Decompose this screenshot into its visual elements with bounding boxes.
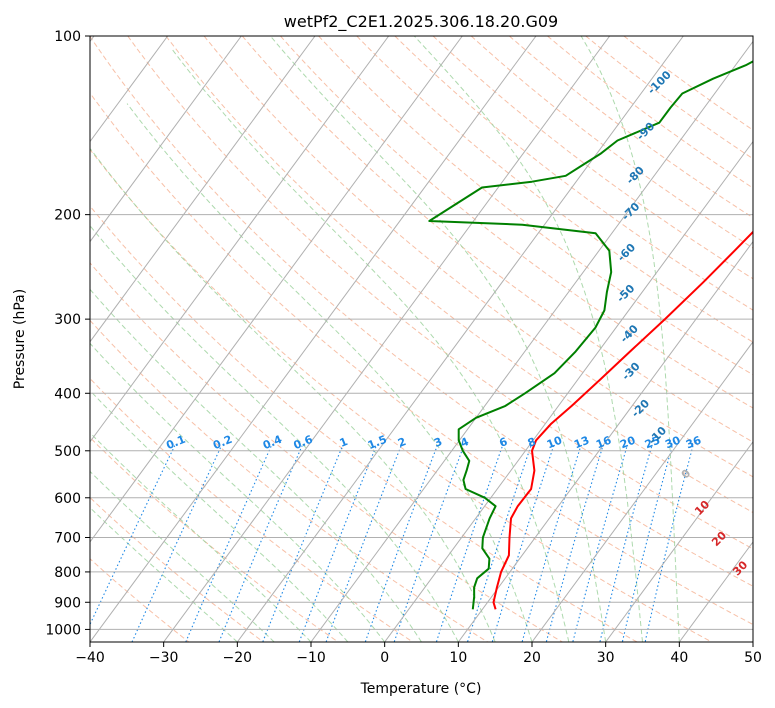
- y-tick-label: 400: [54, 386, 81, 402]
- mixing-ratio-line: [572, 445, 628, 642]
- dry-adiabat-line: [280, 36, 753, 409]
- mixing-ratio-line: [466, 445, 532, 642]
- mixing-ratio-label: 36: [684, 433, 703, 451]
- isotherm-line: [384, 140, 753, 642]
- isotherm-line: [457, 240, 753, 642]
- mixing-ratio-label: 20: [618, 433, 637, 451]
- x-tick-label: −30: [149, 650, 179, 666]
- moist-adiabat-line: [90, 506, 238, 642]
- mixing-ratio-line: [621, 445, 673, 642]
- dry-adiabat-line: [509, 36, 753, 219]
- mixing-ratio-label: 1: [338, 435, 350, 450]
- mixing-ratio-line: [218, 445, 303, 642]
- isotherm-line: [531, 340, 753, 642]
- dry-adiabat-line: [241, 36, 753, 443]
- data-series: [428, 60, 753, 610]
- mixing-ratio-label: 10: [545, 433, 564, 451]
- isotherm-line: [90, 36, 390, 443]
- isotherm-line: [90, 36, 537, 642]
- dry-adiabat-line: [318, 36, 753, 376]
- y-tick-label: 100: [54, 29, 81, 45]
- temperature-profile: [492, 230, 753, 610]
- mixing-ratio-line: [298, 445, 377, 642]
- moist-adiabat-line: [90, 288, 422, 642]
- moist-adiabat-line: [413, 36, 643, 642]
- pressure-gridlines: [90, 36, 753, 630]
- x-tick-label: −10: [296, 650, 326, 666]
- isotherm-line: [90, 36, 169, 143]
- x-axis-label: Temperature (°C): [360, 681, 482, 697]
- mixing-ratio-label: 8: [526, 435, 538, 450]
- isotherm-line: [310, 40, 753, 642]
- dry-adiabat-line: [356, 36, 753, 343]
- mixing-ratio-label: 2: [396, 435, 408, 450]
- x-tick-label: 0: [380, 650, 389, 666]
- dry-adiabat-line: [90, 205, 639, 642]
- x-tick-label: −20: [223, 650, 253, 666]
- y-tick-label: 600: [54, 491, 81, 507]
- dry-adiabat-line: [90, 148, 713, 642]
- moist-adiabat-line: [580, 36, 680, 642]
- dry-adiabat-line: [127, 36, 753, 550]
- dry-adiabat-line: [90, 36, 753, 587]
- mixing-ratio-line: [90, 445, 176, 626]
- moist-adiabat-line: [90, 224, 459, 642]
- y-tick-label: 800: [54, 565, 81, 581]
- isotherm-line: [90, 36, 463, 543]
- y-tick-label: 300: [54, 312, 81, 328]
- x-tick-label: −40: [75, 650, 105, 666]
- dry-adiabat-line: [90, 319, 489, 642]
- moist-adiabat-line: [126, 103, 533, 642]
- moist-adiabat-line: [270, 36, 607, 642]
- y-tick-label: 200: [54, 208, 81, 224]
- mixing-ratio-line: [644, 445, 694, 642]
- dry-adiabat-line: [585, 36, 753, 160]
- y-tick-label: 700: [54, 531, 81, 547]
- y-tick-label: 1000: [45, 622, 81, 638]
- dewpoint-profile: [428, 60, 753, 610]
- background-lines: [90, 36, 753, 642]
- isotherm-line: [90, 36, 242, 243]
- dry-adiabat-line: [90, 92, 753, 626]
- dry-adiabat-line: [432, 36, 753, 280]
- mixing-ratio-line: [599, 445, 653, 642]
- isotherm-line: [90, 36, 316, 343]
- x-tick-label: 10: [449, 650, 467, 666]
- isotherm-line: [236, 36, 684, 642]
- x-tick-label: 20: [523, 650, 541, 666]
- x-tick-label: 50: [744, 650, 762, 666]
- plot-frame: [89, 35, 754, 643]
- dry-adiabat-line: [203, 36, 753, 478]
- mixing-ratio-label: 16: [594, 433, 613, 451]
- moist-adiabat-line: [90, 431, 312, 642]
- dry-adiabat-line: [165, 36, 753, 514]
- mixing-ratio-label: 13: [572, 434, 591, 452]
- x-tick-label: 30: [597, 650, 615, 666]
- y-axis-label: Pressure (hPa): [12, 289, 28, 389]
- x-tick-label: 40: [670, 650, 688, 666]
- mixing-ratio-line: [435, 445, 504, 642]
- y-tick-label: 900: [54, 595, 81, 611]
- y-axis: 100 200 300 400 500 600 700 800 900 1000: [45, 29, 90, 638]
- mixing-ratio-line: [545, 445, 604, 642]
- mixing-ratio-label: 30: [663, 433, 682, 451]
- moist-adiabat-line: [171, 48, 570, 642]
- dry-adiabat-line: [394, 36, 753, 311]
- y-tick-label: 500: [54, 444, 81, 460]
- mixing-ratio-line: [185, 445, 272, 642]
- x-axis: −40 −30 −20 −10 0 10 20 30 40 50: [75, 642, 762, 666]
- isotherm-line: [163, 36, 611, 642]
- isotherm-line: [605, 440, 753, 642]
- chart-title: wetPf2_C2E1.2025.306.18.20.G09: [284, 12, 558, 32]
- dry-adiabat-line: [90, 377, 414, 642]
- mixing-ratio-label: 25: [643, 434, 662, 452]
- mixing-ratio-label: 3: [432, 435, 444, 450]
